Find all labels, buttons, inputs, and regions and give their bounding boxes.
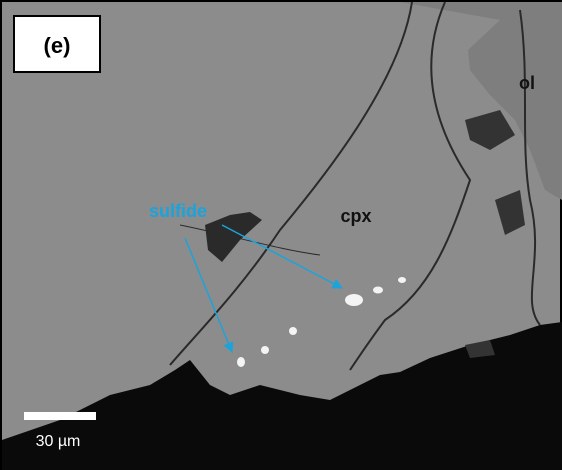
scale-bar [24,412,96,420]
sulfide-bleb [373,287,383,294]
scale-bar-label: 30 µm [36,433,81,450]
sulfide-bleb [345,294,363,306]
sulfide-bleb [289,327,297,335]
panel-label: (e) [44,33,71,58]
sulfide-label: sulfide [149,201,207,221]
sulfide-bleb [261,346,269,354]
mineral-label: ol [519,73,535,93]
sulfide-bleb [237,357,245,367]
sulfide-bleb [398,277,406,283]
micrograph: (e) ol cpx sulfide 30 µm [0,0,562,470]
page: {"panel_label": "(e)", "labels": {"ol": … [0,0,562,470]
mineral-label: cpx [340,206,371,226]
